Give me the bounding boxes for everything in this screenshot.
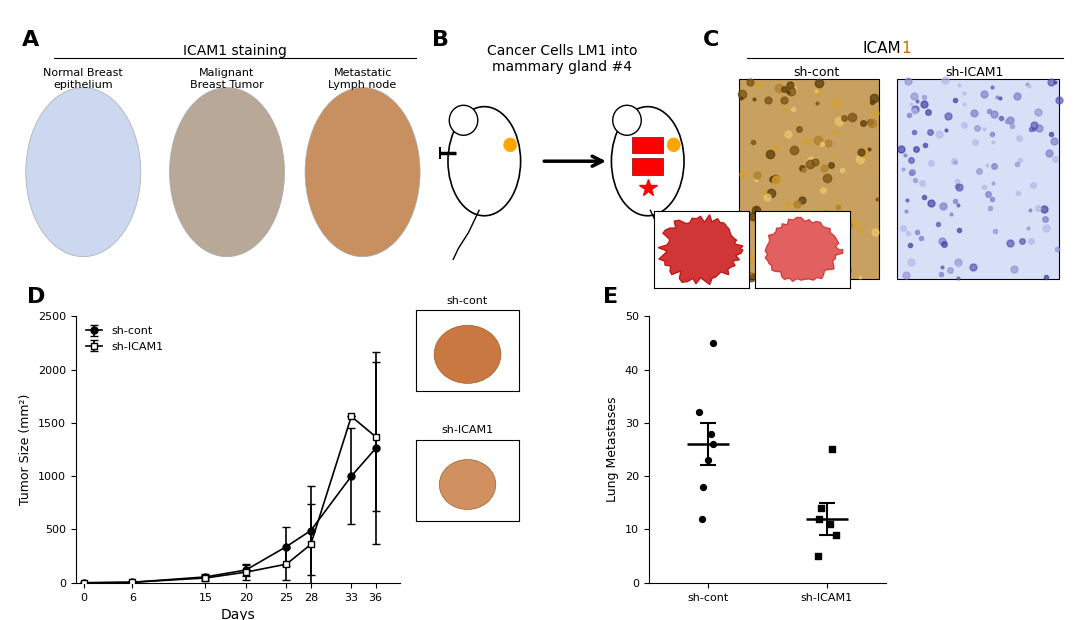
- Ellipse shape: [26, 87, 141, 257]
- Point: [694, 514, 711, 524]
- Text: ICAM: ICAM: [863, 41, 902, 56]
- Ellipse shape: [439, 459, 496, 510]
- Text: Metastatic
Lymph node: Metastatic Lymph node: [329, 68, 397, 90]
- Ellipse shape: [612, 107, 684, 216]
- Ellipse shape: [448, 107, 521, 216]
- Point: [809, 551, 826, 561]
- Point: [699, 455, 717, 465]
- Polygon shape: [658, 215, 743, 285]
- Bar: [632, 136, 664, 153]
- Point: [705, 338, 722, 348]
- Text: C: C: [703, 30, 719, 50]
- Point: [822, 519, 839, 529]
- Text: sh-cont: sh-cont: [446, 296, 488, 306]
- Point: [704, 439, 721, 449]
- Bar: [739, 79, 879, 278]
- Point: [694, 482, 711, 492]
- Point: [824, 445, 841, 454]
- Y-axis label: Tumor Size (mm²): Tumor Size (mm²): [19, 394, 32, 505]
- Ellipse shape: [305, 87, 421, 257]
- Text: Normal Breast
epithelium: Normal Breast epithelium: [43, 68, 123, 90]
- Circle shape: [667, 138, 680, 152]
- Text: D: D: [27, 287, 45, 307]
- X-axis label: Days: Days: [221, 608, 255, 620]
- Ellipse shape: [170, 87, 284, 257]
- Ellipse shape: [435, 326, 501, 383]
- Y-axis label: Lung Metastases: Lung Metastases: [606, 397, 619, 502]
- Bar: [632, 159, 664, 175]
- Text: A: A: [22, 30, 39, 50]
- Legend: sh-cont, sh-ICAM1: sh-cont, sh-ICAM1: [81, 322, 168, 356]
- Text: sh-ICAM1: sh-ICAM1: [441, 425, 493, 435]
- Point: [811, 514, 828, 524]
- Circle shape: [504, 138, 517, 152]
- Text: sh-ICAM1: sh-ICAM1: [946, 66, 1004, 79]
- Text: Cancer Cells LM1 into
mammary gland #4: Cancer Cells LM1 into mammary gland #4: [486, 44, 638, 74]
- Circle shape: [450, 105, 478, 135]
- Bar: [897, 79, 1059, 278]
- Text: Malignant
Breast Tumor: Malignant Breast Tumor: [190, 68, 264, 90]
- Text: sh-cont: sh-cont: [793, 66, 840, 79]
- Point: [812, 503, 829, 513]
- Point: [702, 428, 719, 438]
- Point: [691, 407, 708, 417]
- Polygon shape: [765, 218, 843, 281]
- Text: E: E: [603, 287, 618, 307]
- Point: [827, 530, 844, 540]
- Circle shape: [613, 105, 641, 135]
- Text: 1: 1: [902, 41, 911, 56]
- Text: ICAM1 staining: ICAM1 staining: [184, 44, 288, 58]
- Text: B: B: [432, 30, 450, 50]
